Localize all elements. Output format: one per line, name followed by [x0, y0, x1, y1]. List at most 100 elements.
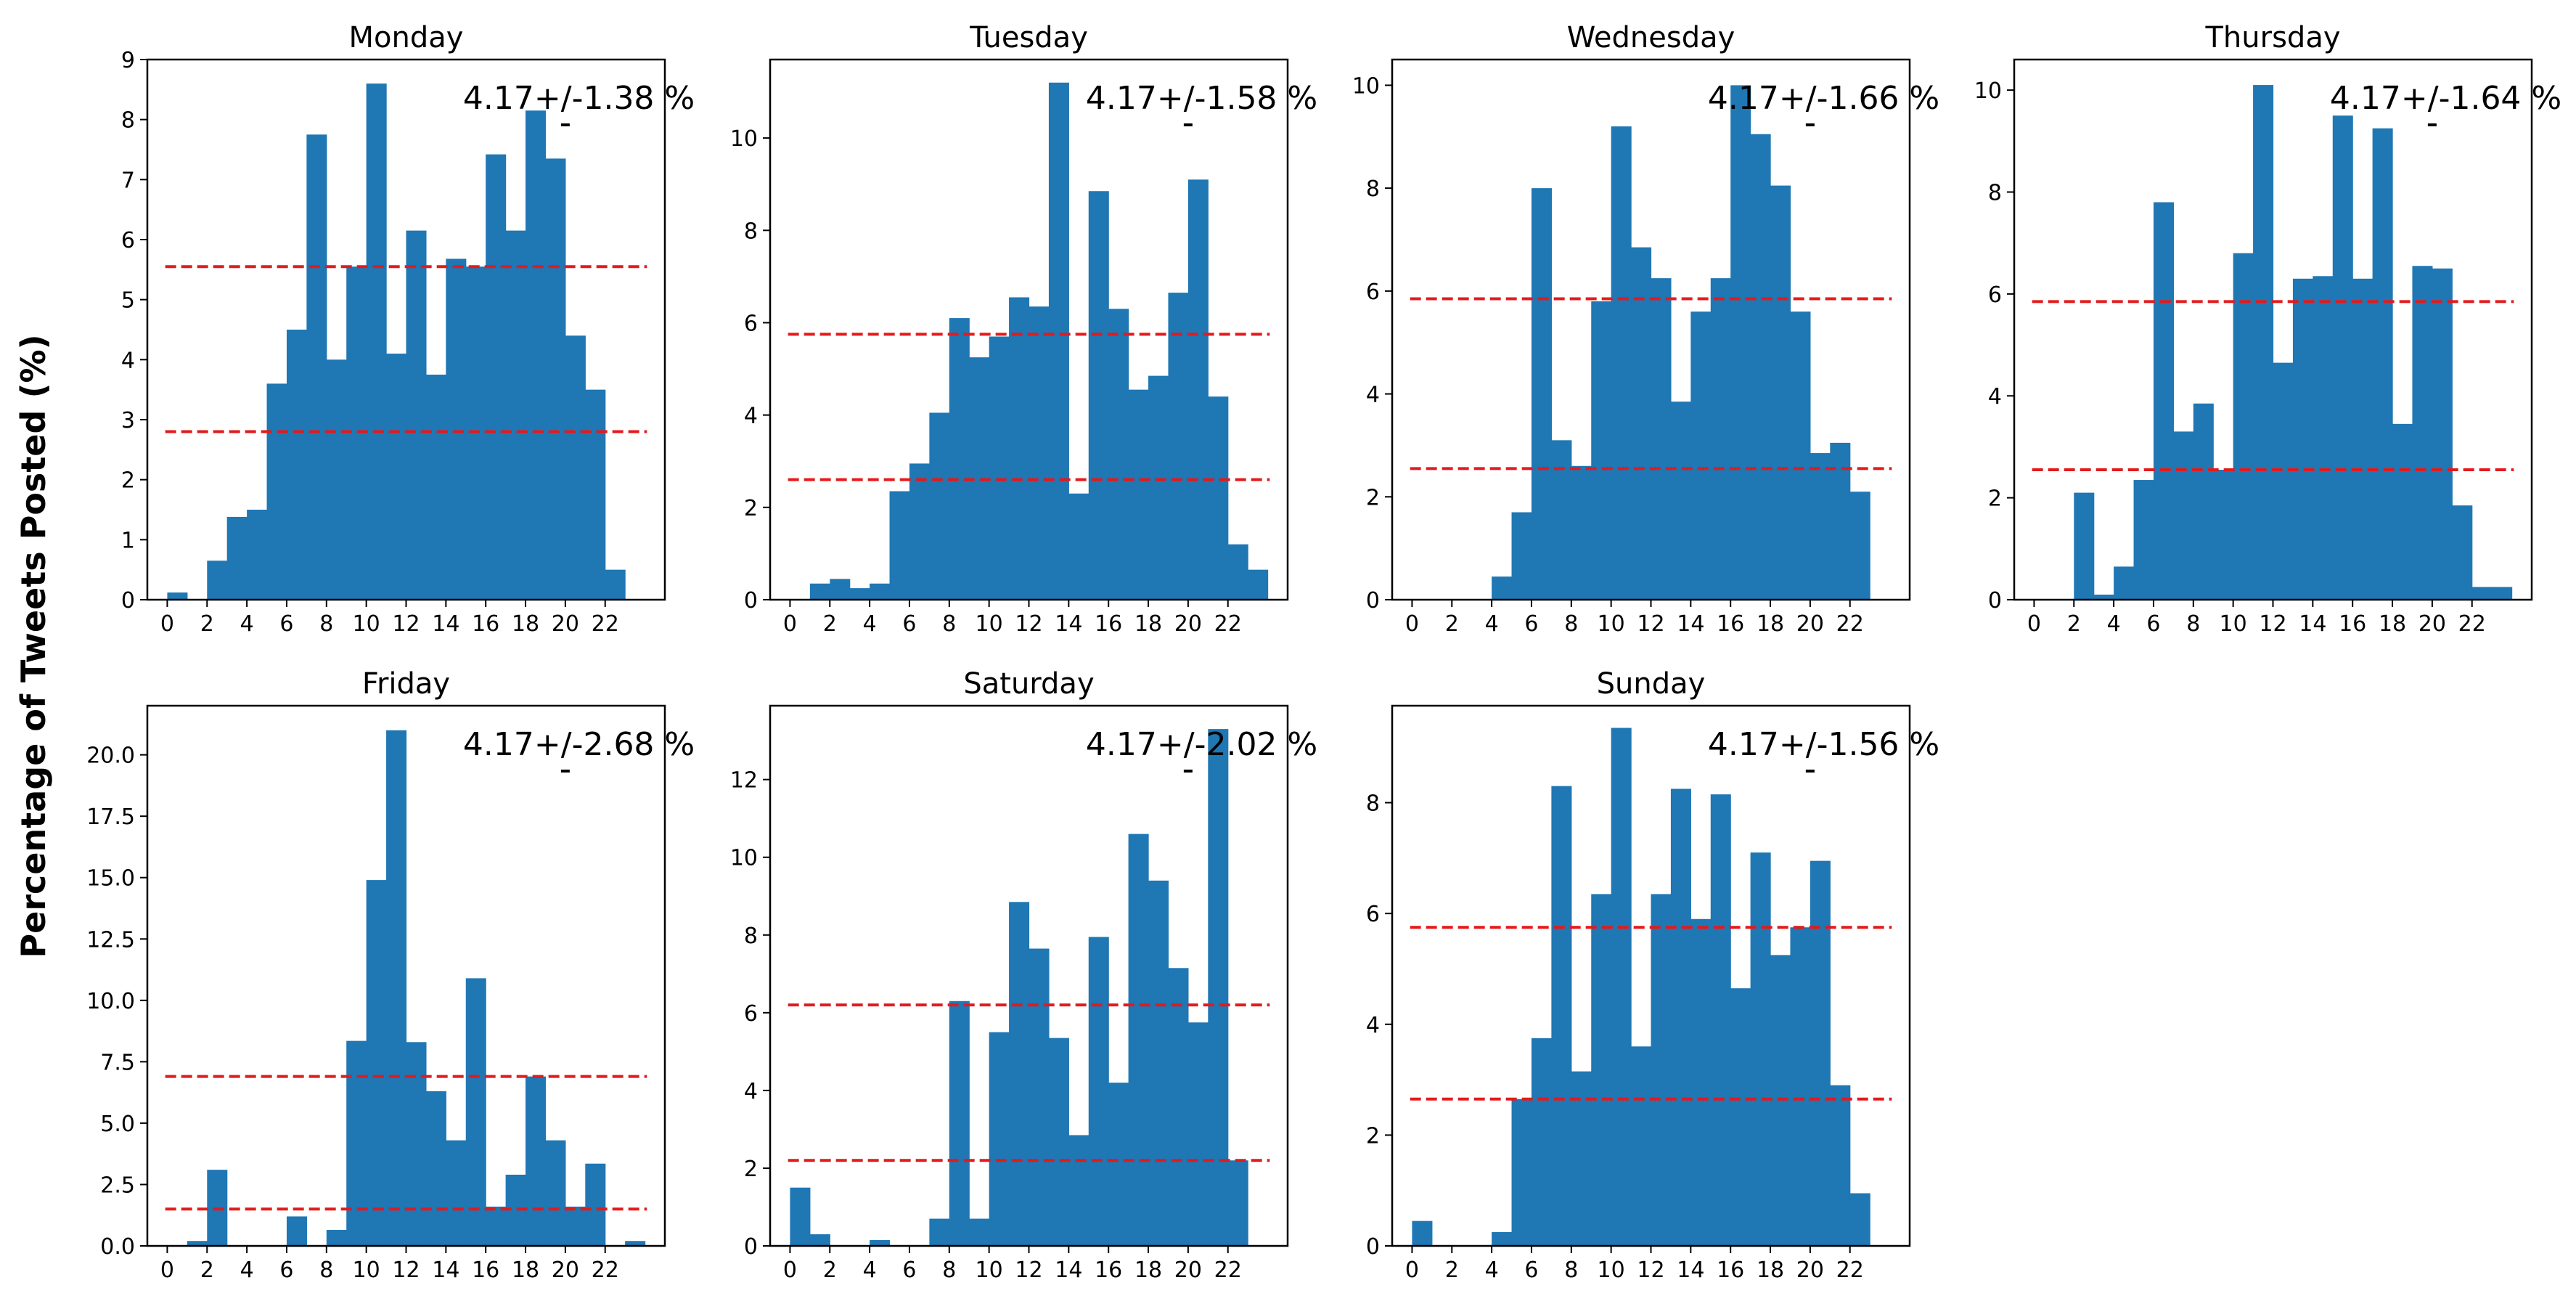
bar-hour-22 [1227, 1160, 1248, 1246]
xtick-label-6: 6 [279, 611, 293, 637]
bar-hour-8 [1571, 1071, 1592, 1246]
ytick-label-7: 7 [121, 168, 135, 193]
xtick-label-22: 22 [1214, 611, 1242, 637]
figure-ylabel: Percentage of Tweets Posted (%) [14, 334, 53, 958]
bar-hour-15 [465, 978, 486, 1246]
ytick-label-8: 8 [1366, 791, 1380, 817]
bar-hour-21 [1208, 729, 1229, 1246]
bar-hour-12 [1029, 948, 1050, 1246]
ytick-label-9: 9 [121, 48, 135, 73]
bar-hour-14 [446, 1140, 467, 1246]
ytick-label-4: 4 [744, 1079, 758, 1104]
bar-hour-7 [929, 1218, 950, 1246]
bar-hour-18 [2392, 423, 2413, 600]
xtick-label-8: 8 [1564, 1258, 1578, 1283]
xtick-label-22: 22 [592, 1258, 619, 1283]
bar-hour-4 [870, 1239, 891, 1246]
xtick-label-10: 10 [353, 1258, 380, 1283]
ytick-label-8: 8 [121, 108, 135, 134]
ytick-label-0: 0 [121, 588, 135, 614]
xtick-label-4: 4 [2107, 611, 2121, 637]
bar-hour-11 [1009, 297, 1030, 600]
bar-hour-18 [1148, 880, 1169, 1246]
xtick-label-16: 16 [1717, 611, 1744, 637]
bar-hour-18 [1770, 185, 1791, 600]
bar-hour-16 [486, 1206, 507, 1246]
ytick-label-17.5: 17.5 [86, 804, 135, 830]
bar-hour-23 [1248, 569, 1269, 600]
bar-hour-20 [1187, 1022, 1209, 1246]
bar-hour-1 [187, 1241, 208, 1246]
bar-hour-19 [1790, 311, 1811, 600]
bar-hour-16 [1730, 85, 1751, 600]
bar-hour-0 [167, 592, 188, 600]
bar-hour-13 [425, 375, 446, 600]
bar-hour-5 [1511, 512, 1532, 600]
xtick-label-20: 20 [2418, 611, 2446, 637]
bar-hour-7 [2173, 431, 2194, 600]
bar-hour-8 [949, 1000, 970, 1246]
bar-hour-20 [1810, 860, 1831, 1246]
xtick-label-18: 18 [1134, 611, 1162, 637]
bar-hour-14 [1690, 918, 1712, 1246]
bar-hour-14 [1068, 1135, 1089, 1246]
ytick-label-0: 0 [1366, 588, 1380, 614]
bar-hour-21 [1208, 396, 1229, 600]
bar-hour-14 [2313, 276, 2334, 600]
bar-hour-3 [226, 516, 248, 600]
bar-hour-10 [989, 336, 1010, 600]
xtick-label-10: 10 [1598, 1258, 1625, 1283]
xtick-label-8: 8 [319, 1258, 333, 1283]
bars-wednesday [1492, 85, 1870, 600]
bar-hour-10 [2233, 253, 2254, 600]
ytick-label-4: 4 [1988, 384, 2002, 409]
bar-hour-20 [565, 335, 586, 600]
xtick-label-6: 6 [2146, 611, 2160, 637]
annotation-wednesday: 4.17+/-1.66 % [1708, 80, 1939, 117]
bar-hour-0 [790, 1187, 811, 1246]
bar-hour-5 [266, 383, 287, 600]
xtick-label-12: 12 [2259, 611, 2286, 637]
ytick-label-8: 8 [1366, 176, 1380, 202]
xtick-label-2: 2 [1445, 611, 1459, 637]
xtick-label-16: 16 [2339, 611, 2366, 637]
bar-hour-19 [1168, 293, 1189, 600]
bar-hour-12 [2273, 362, 2294, 600]
bar-hour-21 [1830, 442, 1851, 600]
bar-hour-15 [1088, 191, 1109, 600]
bar-hour-11 [1631, 1046, 1652, 1246]
xtick-label-20: 20 [1174, 1258, 1202, 1283]
ytick-label-2: 2 [744, 496, 758, 521]
bar-hour-8 [326, 1230, 347, 1246]
bar-hour-7 [306, 134, 327, 600]
xtick-label-6: 6 [902, 1258, 916, 1283]
ytick-label-6: 6 [744, 1001, 758, 1027]
xtick-label-10: 10 [2220, 611, 2247, 637]
xtick-label-20: 20 [1796, 1258, 1824, 1283]
bar-hour-4 [1492, 576, 1513, 600]
panel-title-wednesday: Wednesday [1567, 21, 1735, 54]
xtick-label-22: 22 [1836, 1258, 1864, 1283]
panel-title-tuesday: Tuesday [969, 21, 1088, 54]
xtick-label-4: 4 [240, 1258, 254, 1283]
bar-hour-8 [949, 318, 970, 600]
bar-hour-15 [1710, 794, 1731, 1246]
bar-hour-17 [2372, 128, 2393, 600]
ytick-label-10: 10 [730, 126, 758, 152]
xtick-label-2: 2 [1445, 1258, 1459, 1283]
bars-tuesday [809, 82, 1269, 600]
xtick-label-18: 18 [2379, 611, 2406, 637]
bar-hour-18 [526, 110, 547, 600]
bar-hour-22 [1849, 1193, 1870, 1246]
bar-hour-7 [1551, 440, 1572, 600]
xtick-label-20: 20 [552, 1258, 579, 1283]
bar-hour-23 [625, 1241, 646, 1246]
bar-hour-21 [585, 1163, 606, 1246]
ytick-label-12: 12 [730, 768, 758, 794]
bar-hour-17 [1750, 852, 1771, 1246]
ytick-label-20.0: 20.0 [86, 743, 135, 769]
bar-hour-10 [1611, 728, 1632, 1246]
bar-hour-5 [2133, 480, 2154, 600]
